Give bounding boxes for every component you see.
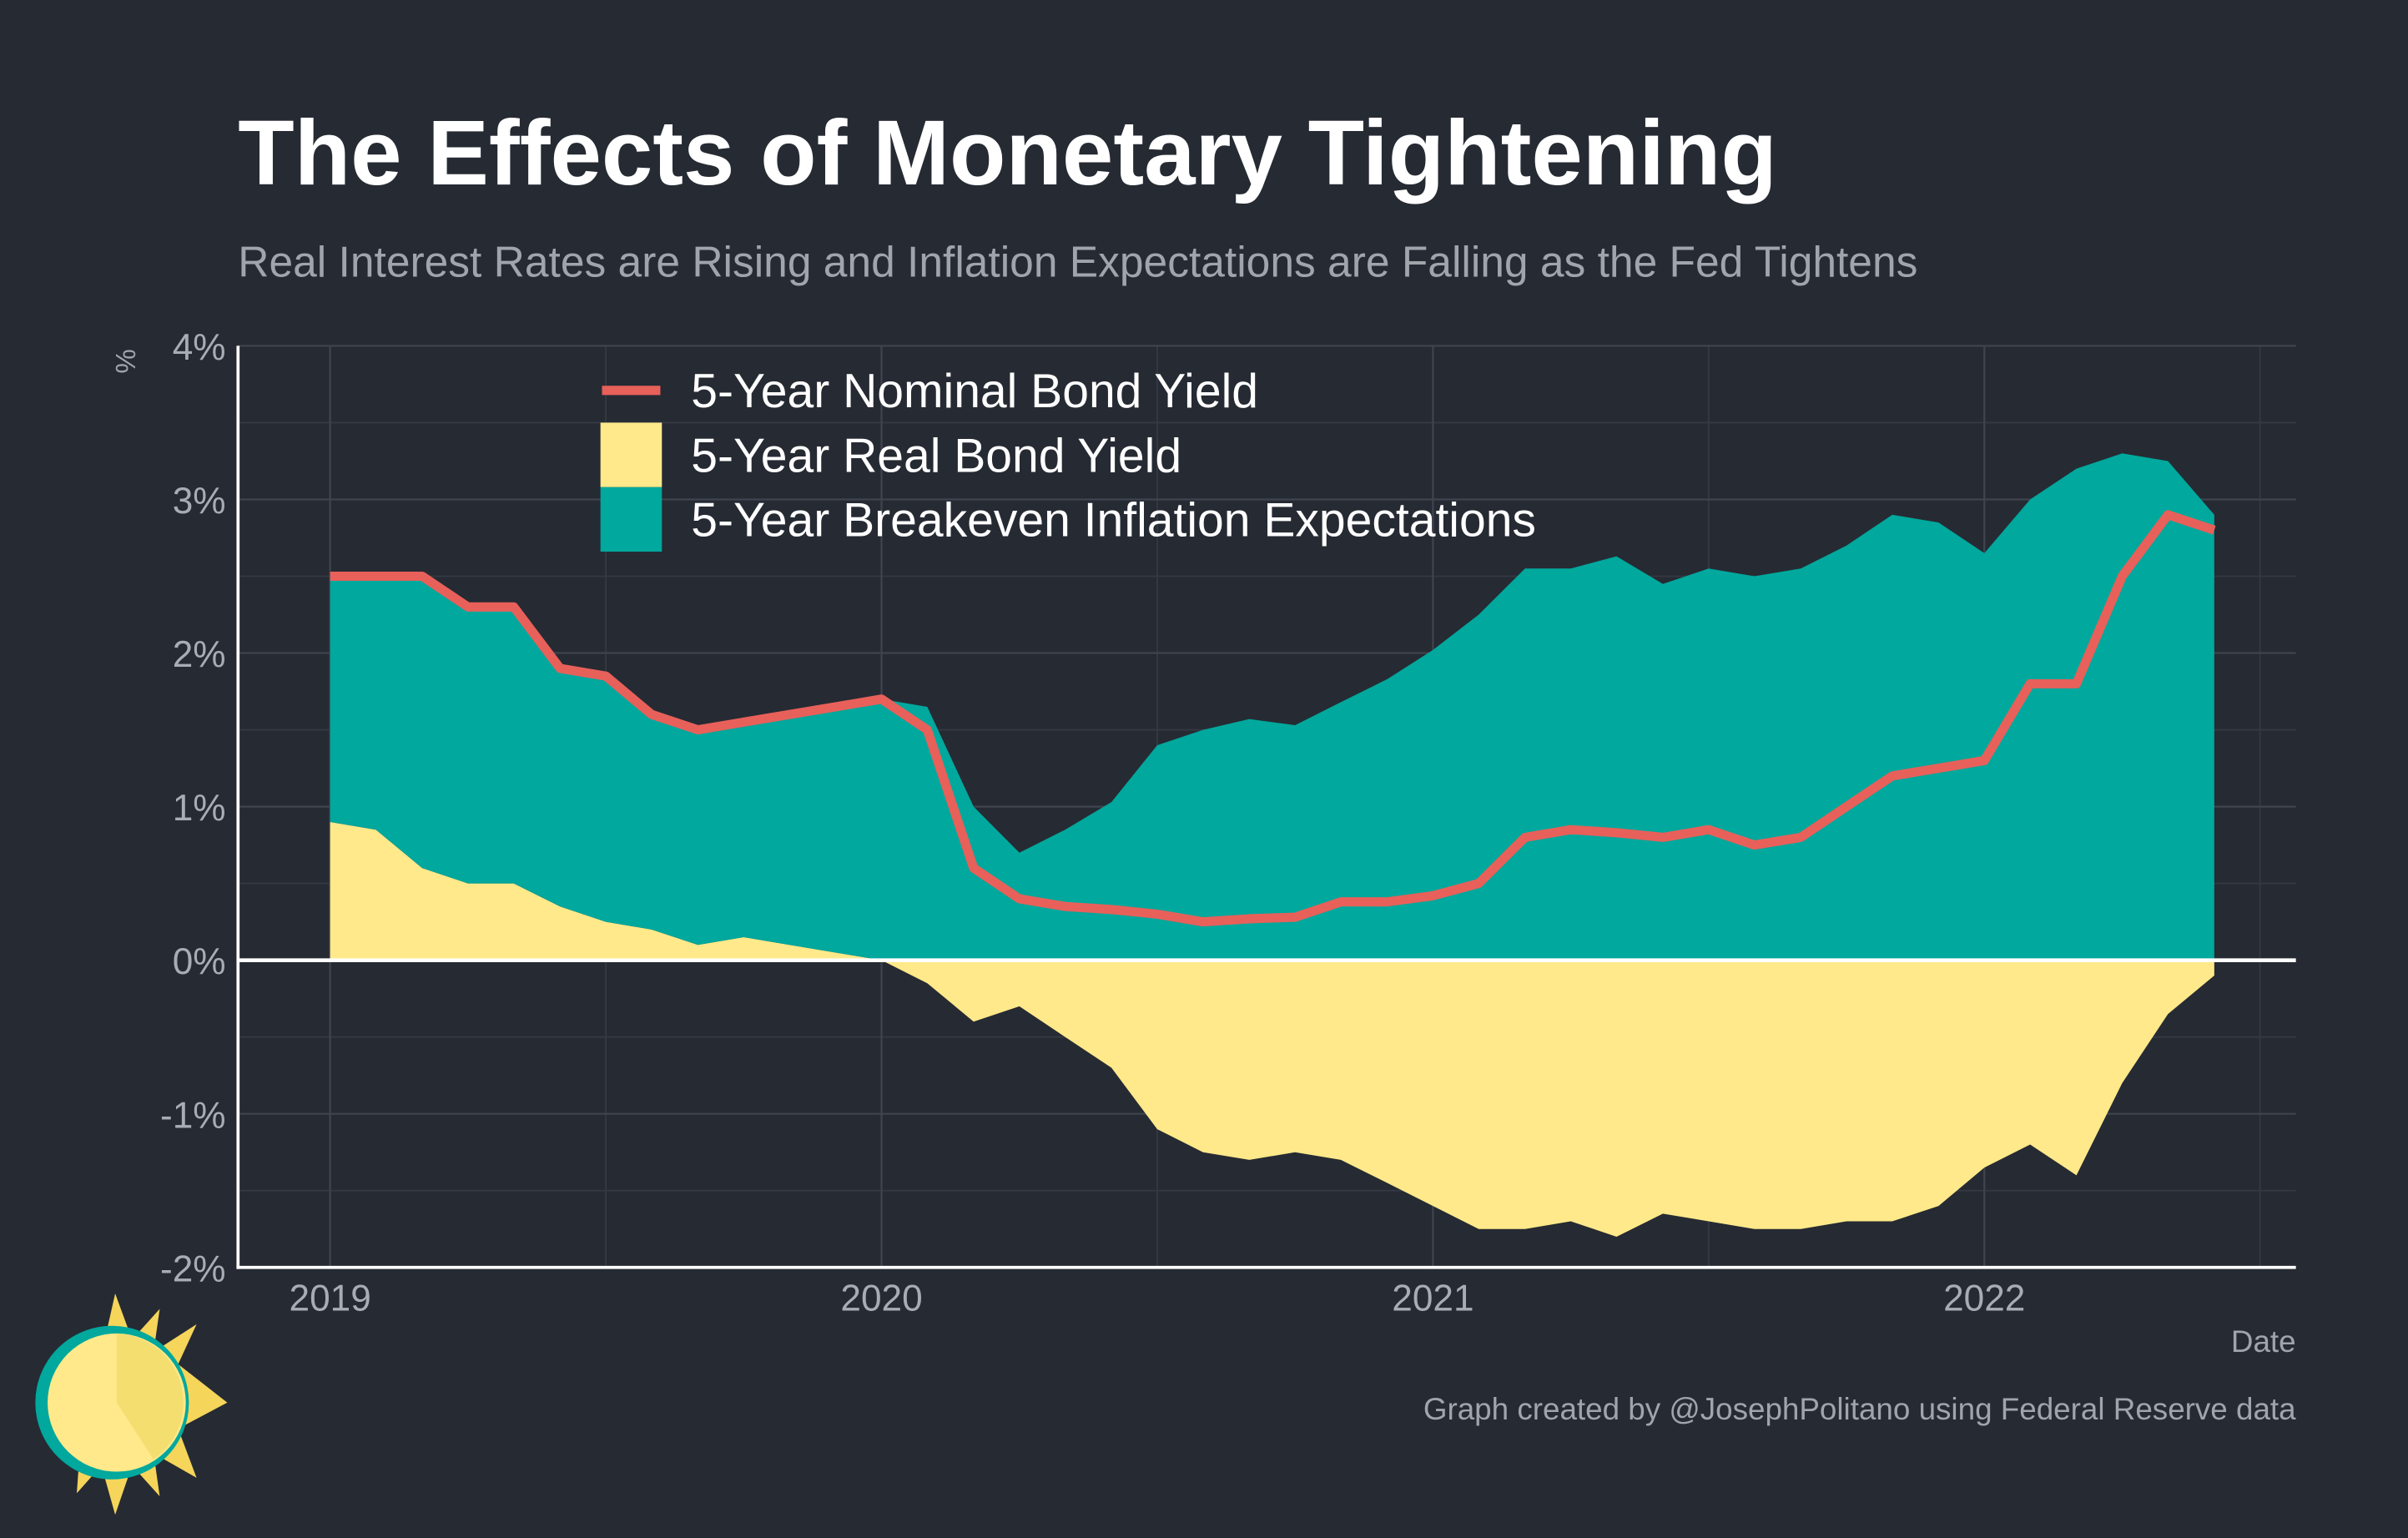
y-axis-label: % [111,349,142,373]
chart-subtitle: Real Interest Rates are Rising and Infla… [238,238,1917,286]
x-tick-label: 2021 [1392,1278,1474,1319]
line [330,510,2216,927]
y-tick-label: 0% [173,941,226,982]
area [330,453,2214,961]
chart-title: The Effects of Monetary Tightening [238,102,1777,204]
y-tick-label: 1% [173,788,226,829]
y-tick-label: -1% [160,1095,226,1136]
x-tick-label: 2020 [840,1278,922,1319]
logo [35,1293,228,1515]
caption: Graph created by @JosephPolitano using F… [1423,1392,2296,1426]
legend-label: 5-Year Real Bond Yield [691,429,1181,482]
legend: 5-Year Nominal Bond Yield 5-Year Real Bon… [600,365,1536,552]
y-tick-label: 3% [173,481,226,522]
x-tick-label: 2022 [1943,1278,2025,1319]
legend-label: 5-Year Nominal Bond Yield [691,365,1258,418]
y-tick-label: -2% [160,1248,226,1289]
legend-label: 5-Year Breakeven Inflation Expectations [691,494,1536,547]
y-tick-label: 2% [173,634,226,675]
x-axis-label: Date [2231,1324,2296,1359]
area [330,821,2214,1237]
y-tick-label: 4% [173,327,226,368]
x-tick-label: 2019 [290,1278,371,1319]
legend-swatch [600,422,662,487]
legend-swatch [600,487,662,552]
